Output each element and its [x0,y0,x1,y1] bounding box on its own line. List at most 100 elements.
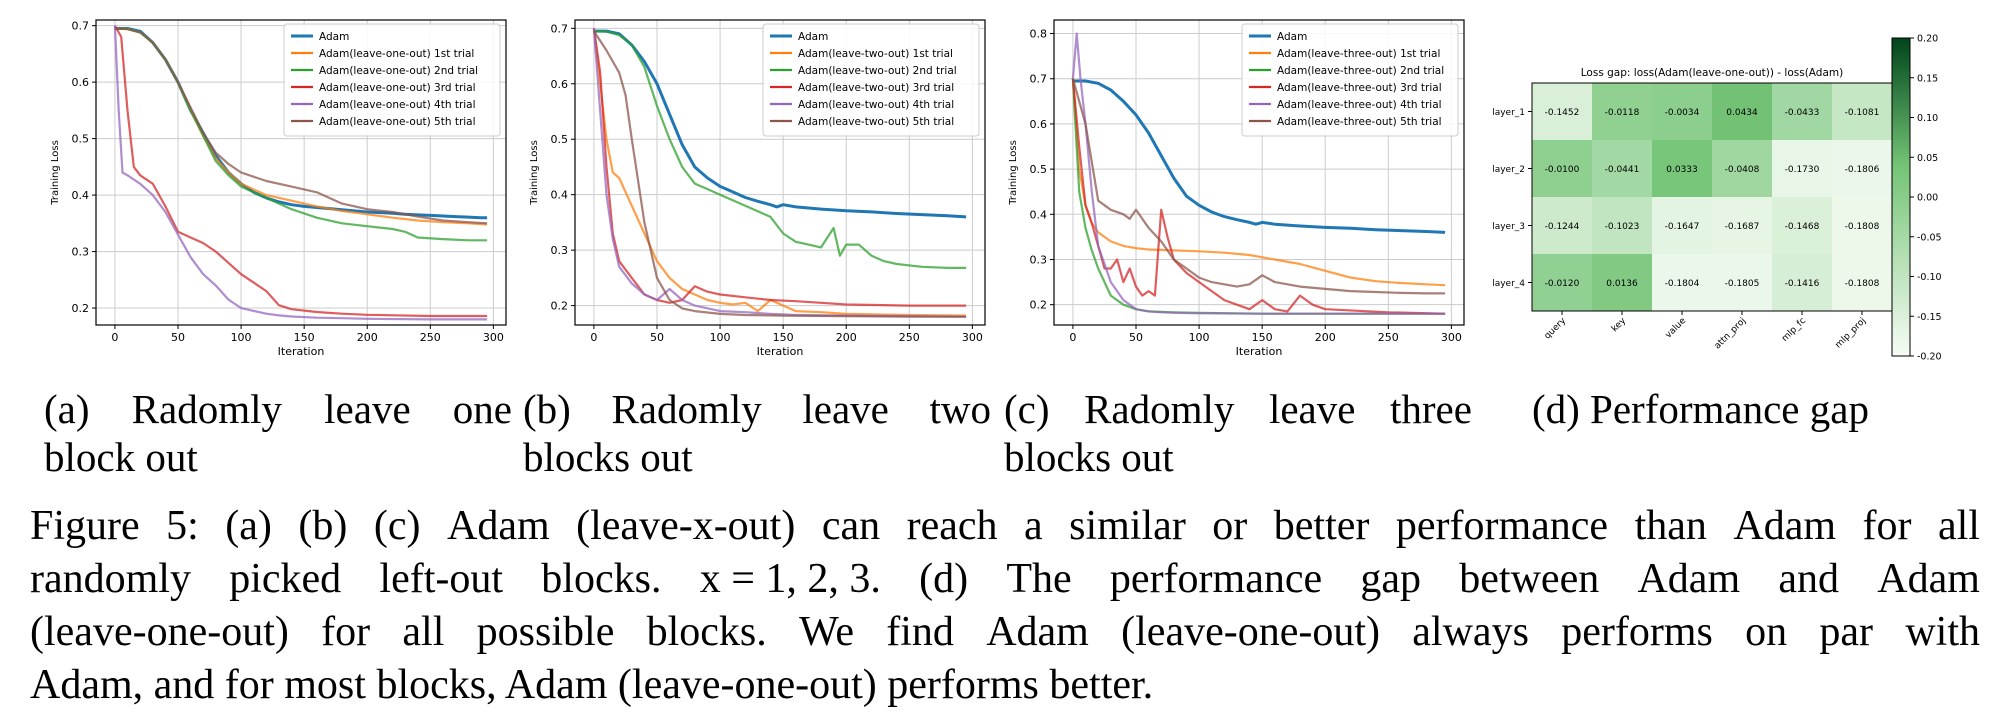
line-chart-3: 0 50 100 150 200 250 300 0.2 0.3 0.4 0.5 0.6 0.7 0.8 I… [1008,19,1465,358]
caption-word: (c) [373,503,421,549]
subcaption-a-word: leave [324,386,411,432]
y-tick-label: 0.6 [551,78,569,91]
caption-word: performance [1395,503,1609,549]
y-tick-label: 0.7 [551,22,569,35]
subcaption-c-word: leave [1268,386,1356,432]
caption-word: with [1905,609,1980,655]
caption-word: Figure [30,503,140,549]
subcaption-c-line2: blocks out [1004,434,1174,480]
legend-label-6: Adam(leave-two-out) 5th trial [798,116,954,128]
heatmap-cell-label: 0.0136 [1606,279,1638,289]
caption-word: between [1459,556,1600,602]
heatmap-cell [1592,83,1652,140]
heatmap-cell [1532,140,1592,197]
x-tick-label: 200 [1315,331,1336,344]
legend-label-3: Adam(leave-one-out) 2nd trial [319,65,478,77]
x-tick-label: 50 [650,331,664,344]
subcaption-a-word: one [452,386,512,432]
y-tick-label: 0.2 [551,300,569,313]
x-tick-label: 250 [420,331,441,344]
series-line-1 [593,29,967,219]
colorbar-tick-label: 0.20 [1917,34,1938,45]
colorbar-tick-label: 0.05 [1917,153,1938,164]
subcaption-b-word: two [929,386,992,432]
caption-word: The [1006,556,1072,602]
heatmap-col-label: value [1664,316,1689,341]
caption-word: always [1412,609,1529,655]
heatmap-cell-label: -0.1416 [1785,279,1820,289]
caption-line: randomly picked left-out blocks. x = 1, 2, 3… [30,553,1980,606]
heatmap-cell-label: -0.1244 [1545,222,1580,232]
subcaption-d: (d) Performance gap [1532,385,1972,433]
heatmap-cell [1712,83,1772,140]
heatmap-title: Loss gap: loss(Adam(leave-one-out)) - lo… [1581,67,1843,79]
heatmap-cell-label: -0.1687 [1725,222,1760,232]
heatmap-cell [1532,83,1592,140]
caption-word: on [1745,609,1788,655]
legend-label-6: Adam(leave-three-out) 5th trial [1277,116,1442,128]
x-tick-label: 250 [899,331,920,344]
caption-word: reach [906,503,998,549]
y-tick-label: 0.2 [1030,299,1048,312]
caption-word: Adam [986,609,1089,655]
heatmap-cell-label: -0.1808 [1845,222,1880,232]
legend: Adam Adam(leave-one-out) 1st trial Adam(le… [283,23,501,137]
heatmap-cell-label: -0.1806 [1845,165,1880,175]
series-line-5 [113,25,488,321]
heatmap-cell-label: -0.0100 [1545,165,1580,175]
caption-word: (d) [919,556,969,602]
heatmap-cell-label: -0.1452 [1545,108,1580,118]
subcaption-b-word: leave [802,386,889,432]
caption-word: all [1937,503,1980,549]
series-line-2 [592,28,967,317]
legend: Adam Adam(leave-two-out) 1st trial Adam(le… [762,23,980,137]
plot-frame [1053,19,1465,326]
heatmap-cell [1652,140,1712,197]
x-tick-label: 0 [111,331,118,344]
y-tick-label: 0.6 [1030,118,1048,131]
caption-word: possible [476,609,615,655]
colorbar [1891,37,1911,357]
series-line-4 [1071,78,1446,315]
caption-word: and [1778,556,1840,602]
y-tick-label: 0.3 [1030,253,1048,266]
heatmap-cell-label: -0.0034 [1665,108,1700,118]
heatmap-cell-label: -0.1730 [1785,165,1820,175]
series-line-6 [1071,78,1446,295]
heatmap-col-label: query [1543,316,1569,342]
y-axis-label: Training Loss [1008,140,1019,206]
caption-word: gap [1360,556,1422,602]
legend-label-3: Adam(leave-two-out) 2nd trial [798,65,957,77]
legend-label-2: Adam(leave-three-out) 1st trial [1277,48,1440,60]
x-axis-label: Iteration [278,345,325,358]
subcaption-c: (c) Radomly leave three blocks out [1004,385,1472,481]
heatmap-chart: Loss gap: loss(Adam(leave-one-out)) - lo… [1492,34,1941,363]
heatmap-cell [1772,197,1832,254]
subcaption-d-text: (d) Performance gap [1532,386,1869,432]
caption-word: picked [229,556,342,602]
legend-label-5: Adam(leave-three-out) 4th trial [1277,99,1442,111]
caption-line: Figure 5: (a) (b) (c) Adam (leave-x-out) can rea… [30,500,1980,553]
x-tick-label: 150 [294,331,315,344]
legend-label-2: Adam(leave-two-out) 1st trial [798,48,953,60]
x-tick-label: 200 [357,331,378,344]
heatmap-cell-label: -0.0118 [1605,108,1640,118]
legend-label-1: Adam [1277,31,1307,43]
x-axis-label: Iteration [1236,345,1283,358]
x-tick-label: 150 [1252,331,1273,344]
subcaption-c-word: (c) [1004,386,1050,432]
colorbar-tick-label: -0.20 [1917,352,1942,363]
caption-word: left-out [379,556,504,602]
heatmap-cell-label: -0.1808 [1845,279,1880,289]
heatmap-cell-label: -0.1804 [1665,279,1700,289]
series-line-4 [592,28,967,307]
series-line-2 [1071,78,1446,287]
legend-label-3: Adam(leave-three-out) 2nd trial [1277,65,1444,77]
colorbar-tick-label: -0.05 [1917,232,1942,243]
y-tick-label: 0.5 [1030,163,1048,176]
caption-word: performance [1109,556,1323,602]
heatmap-cell [1652,83,1712,140]
y-tick-label: 0.4 [72,189,90,202]
heatmap-row-label: layer_3 [1492,222,1525,232]
